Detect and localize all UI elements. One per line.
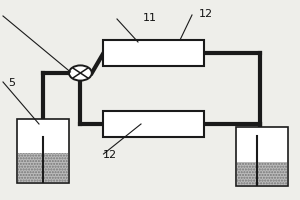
- Text: 12: 12: [198, 9, 213, 19]
- Text: 11: 11: [143, 13, 157, 23]
- Circle shape: [69, 65, 92, 81]
- Bar: [16, 119, 69, 183]
- Bar: [237, 162, 287, 185]
- Bar: [103, 111, 204, 137]
- Bar: [103, 40, 204, 66]
- Bar: [236, 127, 288, 186]
- Text: 12: 12: [102, 150, 117, 160]
- Bar: [18, 153, 68, 182]
- Text: 5: 5: [8, 78, 15, 88]
